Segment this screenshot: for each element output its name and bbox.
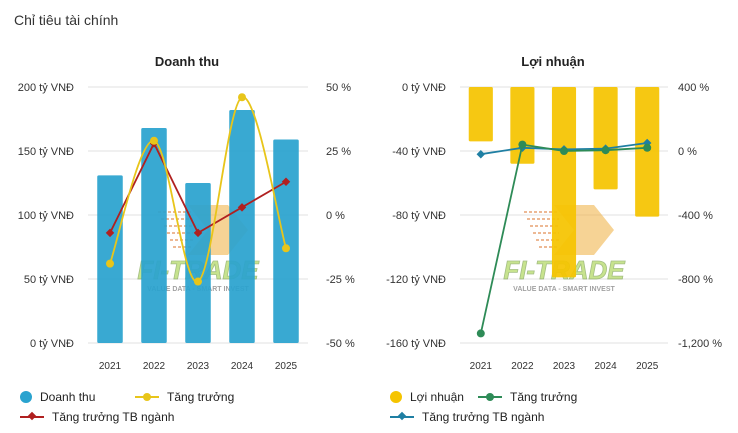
line-point [193,228,203,238]
line-point [560,147,568,155]
legend-item-industry-growth[interactable]: Tăng trưởng TB ngành [20,410,174,424]
y-tick-label: 50 tỷ VNĐ [24,274,74,286]
chart-2: Lợi nhuận 0 tỷ VNĐ 400 % -40 tỷ VNĐ 0 % -80 t… [386,54,722,372]
bar [185,183,211,343]
line-point [150,136,158,145]
profit-growth-legend-swatch [478,393,502,401]
x-tick-label: 2025 [636,361,659,372]
bar [551,87,577,278]
line-point [105,228,115,238]
bar [593,87,618,190]
x-tick-label: 2022 [511,361,534,372]
bar [141,127,167,344]
legend-label: Tăng trưởng TB ngành [52,410,175,424]
x-tick-label: 2023 [187,361,210,372]
y2-tick-label: 0 % [326,210,345,222]
revenue-legend-swatch [20,391,32,403]
line-point [106,259,114,268]
y2-tick-label: -1,200 % [678,338,722,350]
y2-tick-label: -400 % [678,210,713,222]
chart-title: Lợi nhuận [521,54,584,69]
page-title: Chỉ tiêu tài chính [14,12,119,28]
legend-label: Doanh thu [40,390,96,404]
legend-label: Tăng trưởng [510,390,578,404]
legend-item-profit[interactable]: Lợi nhuận [390,390,464,404]
x-tick-label: 2022 [143,361,166,372]
legend-label: Tăng trưởng TB ngành [422,410,545,424]
growth-legend-swatch [135,393,159,401]
y-tick-label: 0 tỷ VNĐ [402,82,446,94]
y2-tick-label: 25 % [326,146,351,158]
legend-item-revenue[interactable]: Doanh thu [20,390,95,404]
legend-item-profit-growth[interactable]: Tăng trưởng [478,390,577,404]
bar [468,87,493,142]
y2-tick-label: 400 % [678,82,709,94]
y-tick-label: 100 tỷ VNĐ [18,210,74,222]
profit-industry-legend-swatch [390,411,414,421]
line-point [518,140,527,149]
x-tick-label: 2023 [553,361,576,372]
y-tick-label: -40 tỷ VNĐ [392,146,446,158]
bar [97,175,123,343]
bar [229,110,255,343]
y-tick-label: -120 tỷ VNĐ [386,274,446,286]
y2-tick-label: -50 % [326,338,355,350]
bar [510,87,535,164]
bar [635,87,660,217]
y-tick-label: 200 tỷ VNĐ [18,82,74,94]
chart-1: Doanh thu 200 tỷ VNĐ 50 % 150 tỷ VNĐ 25 % 100… [18,54,355,372]
y2-tick-label: -25 % [326,274,355,286]
y2-tick-label: 0 % [678,146,697,158]
y2-tick-label: -800 % [678,274,713,286]
line-point [476,329,485,338]
y2-tick-label: 50 % [326,82,351,94]
x-tick-label: 2024 [231,361,254,372]
line-point [601,146,610,155]
legend-label: Lợi nhuận [410,390,464,404]
x-tick-label: 2025 [275,361,298,372]
x-tick-label: 2021 [470,361,493,372]
y-tick-label: 0 tỷ VNĐ [30,338,74,350]
line-point [238,93,246,102]
legend-item-growth[interactable]: Tăng trưởng [135,390,234,404]
line-point [237,203,247,212]
y-tick-label: -80 tỷ VNĐ [392,210,446,222]
y-tick-label: 150 tỷ VNĐ [18,146,74,158]
bar [273,139,299,343]
line-point [282,244,290,253]
chart-title: Doanh thu [155,54,219,69]
line-point [281,177,291,186]
profit-legend-swatch [390,391,402,403]
x-tick-label: 2021 [99,361,122,372]
x-tick-label: 2024 [594,361,617,372]
line-point [476,149,486,159]
line-point [194,277,202,286]
y-tick-label: -160 tỷ VNĐ [386,338,446,350]
legend-item-profit-industry[interactable]: Tăng trưởng TB ngành [390,410,544,424]
industry-legend-swatch [20,411,44,421]
watermark-tagline: VALUE DATA - SMART INVEST [513,286,615,293]
legend-label: Tăng trưởng [167,390,235,404]
line-point [643,143,652,152]
